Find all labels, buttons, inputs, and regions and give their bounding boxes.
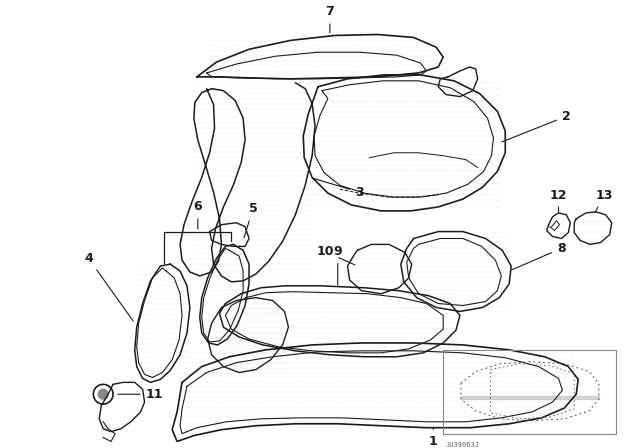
Polygon shape xyxy=(461,396,599,399)
Text: 6: 6 xyxy=(193,200,202,229)
Text: 12: 12 xyxy=(550,189,567,212)
Text: JU39063J: JU39063J xyxy=(445,441,479,448)
Text: 5: 5 xyxy=(244,202,257,238)
Text: 13: 13 xyxy=(595,189,612,212)
Text: 8: 8 xyxy=(512,242,566,270)
Text: 2: 2 xyxy=(502,110,571,142)
Text: 9: 9 xyxy=(333,245,342,285)
Text: 7: 7 xyxy=(326,5,334,33)
Text: 10: 10 xyxy=(316,245,355,265)
Text: 1: 1 xyxy=(429,428,438,448)
Text: 11: 11 xyxy=(118,388,163,401)
Text: 3: 3 xyxy=(313,178,364,198)
Text: 4: 4 xyxy=(84,252,133,321)
Circle shape xyxy=(99,389,108,399)
